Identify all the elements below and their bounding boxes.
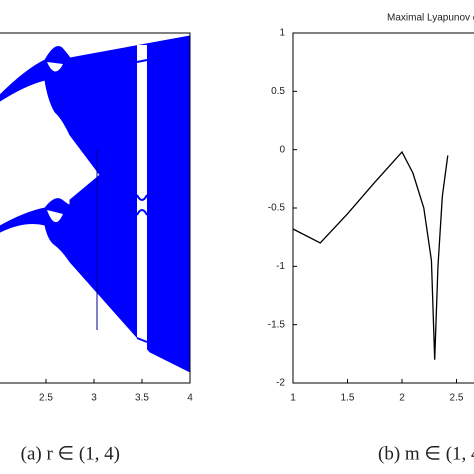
y-tick-label: 1	[279, 28, 285, 39]
y-tick-label: -1	[276, 261, 285, 272]
y-tick-label: 0	[279, 144, 285, 155]
bifurcation-band	[0, 35, 191, 373]
x-tick-label: 1.5	[341, 393, 355, 404]
periodic-window	[137, 45, 147, 350]
y-tick-label: -1.5	[268, 319, 286, 330]
x-tick-label: 2	[399, 393, 405, 404]
x-tick-label: 3.5	[135, 393, 149, 404]
x-tick-label: 4	[187, 393, 193, 404]
window-orbit	[136, 59, 148, 343]
left-frame	[0, 32, 191, 384]
caption: (a) r ∈ (1, 4)	[21, 443, 120, 464]
x-tick-label: 2.5	[39, 393, 53, 404]
y-tick-label: 0.5	[271, 86, 285, 97]
caption: (b) m ∈ (1, 4)	[378, 443, 474, 464]
x-tick-label: 3	[91, 393, 97, 404]
y-tick-label: -0.5	[268, 203, 286, 214]
line	[292, 150, 449, 360]
bifurcation-diagram	[0, 35, 191, 373]
chart-title: Maximal Lyapunov exponent	[387, 13, 474, 24]
right-frame	[292, 32, 474, 384]
y-tick-label: -2	[276, 378, 285, 389]
x-tick-label: 2.5	[450, 393, 464, 404]
x-tick-label: 1	[290, 393, 296, 404]
